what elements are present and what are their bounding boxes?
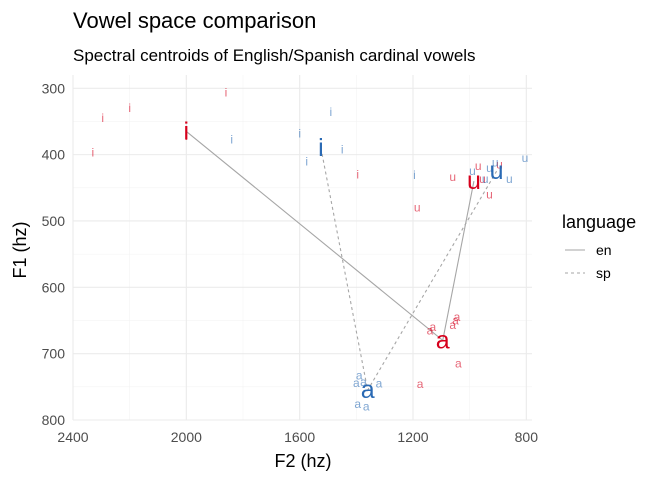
x-tick-label: 2000 <box>171 429 202 445</box>
token-sp-u: u <box>506 172 513 186</box>
centroid-en-i: i <box>184 117 190 145</box>
legend-label-sp: sp <box>596 265 611 281</box>
token-sp-a: a <box>354 397 361 411</box>
token-sp-a: a <box>353 376 360 390</box>
centroid-en-a: a <box>436 326 450 354</box>
vowel-triangle-lines <box>185 130 498 392</box>
centroid-sp-i: i <box>318 134 324 162</box>
token-en-u: u <box>475 159 482 173</box>
centroid-points: i a u i a u <box>184 117 504 404</box>
vowel-line-sp <box>320 147 498 392</box>
token-en-u: u <box>496 158 503 172</box>
token-sp-a: a <box>363 400 370 414</box>
token-en-a: a <box>417 377 424 391</box>
y-tick-label: 400 <box>42 147 66 163</box>
y-tick-label: 500 <box>42 213 66 229</box>
token-sp-a: a <box>360 375 367 389</box>
grid-lines <box>72 75 532 421</box>
token-en-a: a <box>427 323 434 337</box>
token-en-a: a <box>429 320 436 334</box>
y-tick-label: 700 <box>42 346 66 362</box>
token-en-i: i <box>185 129 188 143</box>
token-en-a: a <box>452 313 459 327</box>
x-tick-label: 1600 <box>284 429 315 445</box>
legend: language en sp <box>562 212 636 281</box>
token-sp-i: i <box>305 154 308 168</box>
x-tick-label: 800 <box>515 429 539 445</box>
x-tick-label: 1200 <box>397 429 428 445</box>
token-en-i: i <box>101 111 104 125</box>
token-en-u: u <box>449 170 456 184</box>
token-sp-a: a <box>376 377 383 391</box>
token-en-a: a <box>454 310 461 324</box>
y-axis-ticks: 300 400 500 600 700 800 <box>42 80 66 428</box>
x-axis-title: F2 (hz) <box>274 451 331 471</box>
token-en-i: i <box>225 85 228 99</box>
y-axis-title: F1 (hz) <box>10 221 30 278</box>
token-en-a: a <box>455 357 462 371</box>
centroid-sp-a: a <box>361 376 375 404</box>
token-sp-a: a <box>356 369 363 383</box>
token-sp-i: i <box>413 168 416 182</box>
token-sp-i: i <box>298 126 301 140</box>
y-tick-label: 600 <box>42 279 66 295</box>
legend-title: language <box>562 212 636 232</box>
centroid-sp-u: u <box>490 157 504 185</box>
token-sp-u: u <box>492 156 499 170</box>
vowel-line-en <box>185 130 475 342</box>
token-en-u: u <box>486 187 493 201</box>
token-en-i: i <box>356 168 359 182</box>
token-en-u: u <box>479 172 486 186</box>
token-sp-u: u <box>486 161 493 175</box>
token-en-i: i <box>91 146 94 160</box>
centroid-en-u: u <box>467 167 481 195</box>
token-en-a: a <box>449 318 456 332</box>
token-sp-u: u <box>522 151 529 165</box>
legend-label-en: en <box>596 242 612 258</box>
chart-title: Vowel space comparison <box>73 8 316 33</box>
x-axis-ticks: 2400 2000 1600 1200 800 <box>57 429 538 445</box>
token-sp-u: u <box>469 164 476 178</box>
token-sp-i: i <box>329 105 332 119</box>
token-sp-i: i <box>341 142 344 156</box>
y-tick-label: 800 <box>42 412 66 428</box>
x-tick-label: 2400 <box>57 429 88 445</box>
token-en-i: i <box>128 101 131 115</box>
y-tick-label: 300 <box>42 80 66 96</box>
chart-subtitle: Spectral centroids of English/Spanish ca… <box>73 46 476 65</box>
token-sp-u: u <box>482 172 489 186</box>
token-en-u: u <box>414 201 421 215</box>
token-sp-i: i <box>230 132 233 146</box>
